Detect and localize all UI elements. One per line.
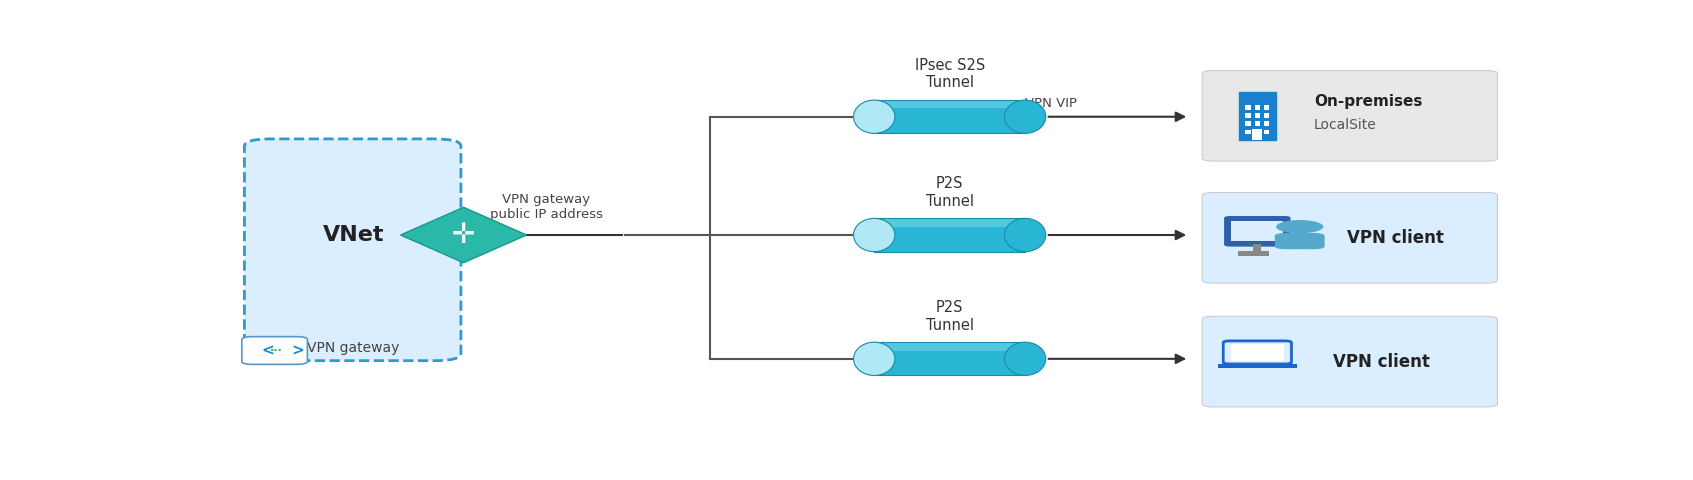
- Bar: [1253, 129, 1263, 140]
- Text: IPsec S2S
Tunnel: IPsec S2S Tunnel: [914, 58, 985, 90]
- Bar: [1246, 113, 1251, 118]
- Bar: [1246, 130, 1251, 134]
- Text: VPN gateway
public IP address: VPN gateway public IP address: [489, 193, 603, 221]
- Text: VPN VIP: VPN VIP: [1026, 97, 1077, 110]
- Ellipse shape: [853, 218, 896, 252]
- Bar: [1255, 113, 1260, 118]
- Bar: [1265, 130, 1270, 134]
- FancyBboxPatch shape: [1202, 71, 1497, 161]
- Bar: [1217, 363, 1297, 368]
- Text: >: >: [291, 344, 305, 359]
- Bar: [874, 342, 1024, 375]
- Text: VPN gateway: VPN gateway: [306, 341, 400, 355]
- Bar: [874, 218, 1024, 227]
- Bar: [1239, 92, 1277, 140]
- Text: ✛: ✛: [452, 221, 476, 249]
- Bar: [1246, 105, 1251, 110]
- Ellipse shape: [853, 342, 896, 375]
- Ellipse shape: [1004, 100, 1046, 133]
- FancyBboxPatch shape: [1224, 216, 1290, 246]
- Text: LocalSite: LocalSite: [1314, 118, 1376, 132]
- Bar: [874, 100, 1024, 133]
- FancyBboxPatch shape: [1224, 341, 1292, 364]
- Bar: [874, 342, 1024, 350]
- Bar: [1231, 221, 1283, 241]
- Bar: [874, 100, 1024, 108]
- Bar: [1255, 130, 1260, 134]
- FancyBboxPatch shape: [244, 139, 460, 360]
- Ellipse shape: [1004, 218, 1046, 252]
- Bar: [1246, 121, 1251, 126]
- Bar: [1253, 244, 1261, 254]
- FancyBboxPatch shape: [1275, 233, 1324, 249]
- Polygon shape: [401, 207, 527, 263]
- Ellipse shape: [1004, 342, 1046, 375]
- Text: VPN client: VPN client: [1346, 229, 1444, 247]
- FancyBboxPatch shape: [242, 336, 308, 364]
- Bar: [1255, 105, 1260, 110]
- Bar: [874, 218, 1024, 252]
- Text: VNet: VNet: [323, 225, 384, 245]
- Bar: [1255, 121, 1260, 126]
- Text: On-premises: On-premises: [1314, 94, 1422, 109]
- Bar: [1265, 121, 1270, 126]
- Ellipse shape: [853, 100, 896, 133]
- FancyBboxPatch shape: [1202, 192, 1497, 283]
- FancyBboxPatch shape: [1202, 316, 1497, 407]
- Text: P2S
Tunnel: P2S Tunnel: [926, 176, 973, 209]
- Text: VPN client: VPN client: [1334, 353, 1431, 371]
- Bar: [1238, 251, 1270, 255]
- Bar: [1231, 344, 1283, 361]
- Circle shape: [1277, 220, 1324, 233]
- Text: ···: ···: [269, 347, 283, 357]
- Bar: [1265, 105, 1270, 110]
- Text: P2S
Tunnel: P2S Tunnel: [926, 300, 973, 333]
- Bar: [1265, 113, 1270, 118]
- Text: <: <: [262, 344, 274, 359]
